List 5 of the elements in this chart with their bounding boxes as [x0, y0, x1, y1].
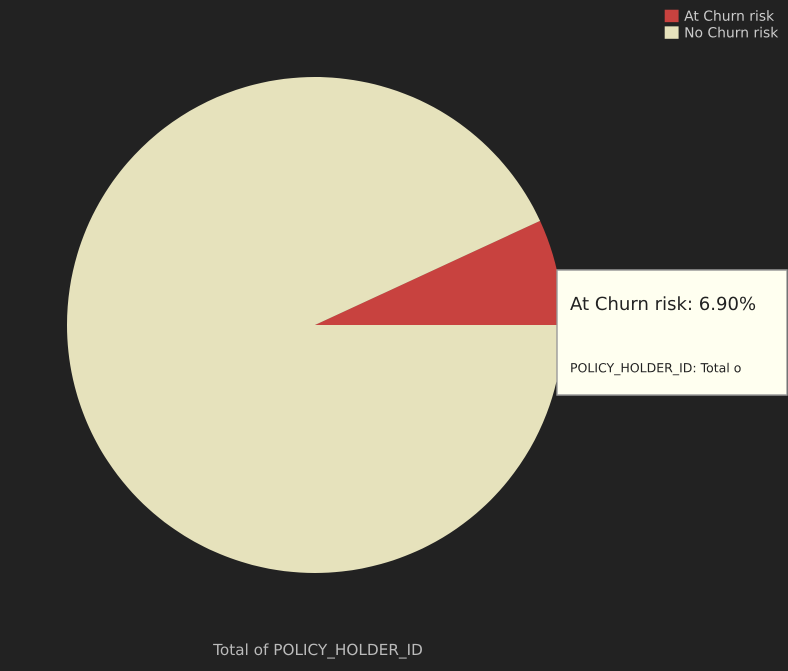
text: At Churn risk: 6.90% — [570, 296, 756, 310]
text: Total of POLICY_HOLDER_ID — [213, 643, 422, 659]
legend-label: No Churn risk — [686, 26, 778, 38]
text: POLICY_HOLDER_ID: Total o — [571, 362, 741, 376]
legend-label: At Churn risk — [684, 10, 774, 21]
